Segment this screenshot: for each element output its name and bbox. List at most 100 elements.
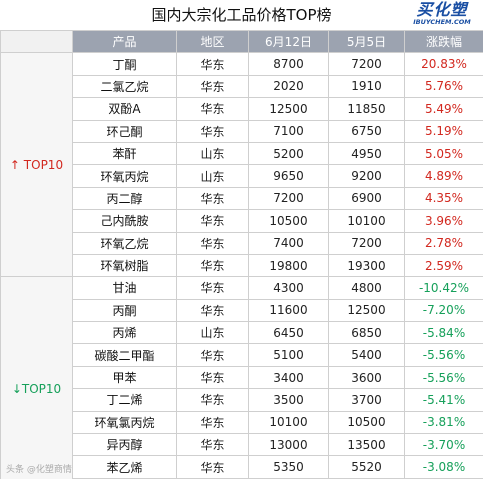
table-row: 苯乙烯 华东 5350 5520 -3.08% — [1, 455, 483, 479]
table-body: ↑ TOP10 丁酮 华东 8700 7200 20.83% 二氯乙烷 华东 2020 1910 5… — [0, 52, 483, 479]
product-cell: 苯乙烯 — [72, 455, 177, 479]
jun12-price-cell: 8700 — [248, 52, 329, 76]
group-label-down: ↓TOP10 — [0, 276, 73, 479]
jun12-price-cell: 5200 — [248, 141, 329, 166]
jun12-price-cell: 3400 — [248, 365, 329, 390]
region-cell: 华东 — [176, 365, 249, 390]
product-cell: 异丙醇 — [72, 433, 177, 457]
jun12-price-cell: 10100 — [248, 410, 329, 435]
region-cell: 华东 — [176, 209, 249, 233]
header-row: 产品 地区 6月12日 5月5日 涨跌幅 — [0, 29, 483, 54]
may5-price-cell: 12500 — [328, 298, 405, 323]
may5-price-cell: 6900 — [328, 186, 405, 211]
product-cell: 环己酮 — [72, 119, 177, 143]
may5-price-cell: 19300 — [328, 253, 405, 278]
region-cell: 华东 — [176, 97, 249, 121]
change-cell: 4.35% — [404, 186, 483, 211]
region-cell: 华东 — [176, 455, 249, 479]
header-may5: 5月5日 — [328, 29, 405, 54]
brand-logo-main: 买化塑 — [416, 0, 468, 19]
jun12-price-cell: 5350 — [248, 455, 329, 479]
may5-price-cell: 9200 — [328, 164, 405, 188]
region-cell: 山东 — [176, 321, 249, 345]
change-cell: -5.56% — [404, 343, 483, 367]
may5-price-cell: 7200 — [328, 231, 405, 255]
table-row: 丙烯 山东 6450 6850 -5.84% — [1, 321, 483, 345]
jun12-price-cell: 2020 — [248, 74, 329, 99]
header-change: 涨跌幅 — [404, 29, 483, 54]
product-cell: 环氧乙烷 — [72, 231, 177, 255]
region-cell: 华东 — [176, 343, 249, 367]
may5-price-cell: 3700 — [328, 388, 405, 412]
may5-price-cell: 10500 — [328, 410, 405, 435]
header-region: 地区 — [176, 29, 249, 54]
product-cell: 双酚A — [72, 97, 177, 121]
jun12-price-cell: 9650 — [248, 164, 329, 188]
region-cell: 华东 — [176, 119, 249, 143]
may5-price-cell: 5520 — [328, 455, 405, 479]
change-cell: 4.89% — [404, 164, 483, 188]
region-cell: 华东 — [176, 276, 249, 300]
change-cell: 5.05% — [404, 141, 483, 166]
jun12-price-cell: 7400 — [248, 231, 329, 255]
region-cell: 华东 — [176, 388, 249, 412]
region-cell: 华东 — [176, 298, 249, 323]
jun12-price-cell: 5100 — [248, 343, 329, 367]
table-row: 环己酮 华东 7100 6750 5.19% — [1, 119, 483, 143]
may5-price-cell: 4800 — [328, 276, 405, 300]
product-cell: 丁二烯 — [72, 388, 177, 412]
jun12-price-cell: 11600 — [248, 298, 329, 323]
jun12-price-cell: 10500 — [248, 209, 329, 233]
table-row: 苯酐 山东 5200 4950 5.05% — [1, 141, 483, 166]
region-cell: 华东 — [176, 52, 249, 76]
page-title: 国内大宗化工品价格TOP榜 — [151, 6, 332, 24]
change-cell: -3.08% — [404, 455, 483, 479]
jun12-price-cell: 4300 — [248, 276, 329, 300]
table-row: 碳酸二甲酯 华东 5100 5400 -5.56% — [1, 343, 483, 367]
table-row: 己内酰胺 华东 10500 10100 3.96% — [1, 209, 483, 233]
change-cell: -7.20% — [404, 298, 483, 323]
change-cell: -3.70% — [404, 433, 483, 457]
region-cell: 华东 — [176, 410, 249, 435]
table-row: 甲苯 华东 3400 3600 -5.56% — [1, 365, 483, 390]
brand-logo: 买化塑 IBUYCHEM.COM — [407, 2, 477, 28]
may5-price-cell: 5400 — [328, 343, 405, 367]
header-group-cell — [0, 29, 73, 54]
jun12-price-cell: 13000 — [248, 433, 329, 457]
change-cell: 2.59% — [404, 253, 483, 278]
change-cell: -5.41% — [404, 388, 483, 412]
table-row: 环氧氯丙烷 华东 10100 10500 -3.81% — [1, 410, 483, 435]
jun12-price-cell: 19800 — [248, 253, 329, 278]
may5-price-cell: 1910 — [328, 74, 405, 99]
product-cell: 苯酐 — [72, 141, 177, 166]
region-cell: 华东 — [176, 74, 249, 99]
jun12-price-cell: 7100 — [248, 119, 329, 143]
table-row: 丙酮 华东 11600 12500 -7.20% — [1, 298, 483, 323]
jun12-price-cell: 7200 — [248, 186, 329, 211]
may5-price-cell: 6850 — [328, 321, 405, 345]
table-row: 环氧丙烷 山东 9650 9200 4.89% — [1, 164, 483, 188]
table-row: ↑ TOP10 丁酮 华东 8700 7200 20.83% — [0, 52, 483, 278]
product-cell: 环氧树脂 — [72, 253, 177, 278]
region-cell: 华东 — [176, 253, 249, 278]
change-cell: 5.49% — [404, 97, 483, 121]
may5-price-cell: 13500 — [328, 433, 405, 457]
change-cell: 2.78% — [404, 231, 483, 255]
change-cell: 5.19% — [404, 119, 483, 143]
brand-logo-sub: IBUYCHEM.COM — [413, 18, 471, 26]
region-cell: 山东 — [176, 164, 249, 188]
product-cell: 己内酰胺 — [72, 209, 177, 233]
may5-price-cell: 7200 — [328, 52, 405, 76]
jun12-price-cell: 12500 — [248, 97, 329, 121]
product-cell: 丙二醇 — [72, 186, 177, 211]
group-label-up: ↑ TOP10 — [0, 52, 73, 278]
table-row: 环氧乙烷 华东 7400 7200 2.78% — [1, 231, 483, 255]
may5-price-cell: 6750 — [328, 119, 405, 143]
product-cell: 甲苯 — [72, 365, 177, 390]
product-cell: 丁酮 — [72, 52, 177, 76]
product-cell: 碳酸二甲酯 — [72, 343, 177, 367]
jun12-price-cell: 3500 — [248, 388, 329, 412]
product-cell: 环氧丙烷 — [72, 164, 177, 188]
may5-price-cell: 3600 — [328, 365, 405, 390]
table-row: 环氧树脂 华东 19800 19300 2.59% — [1, 253, 483, 278]
